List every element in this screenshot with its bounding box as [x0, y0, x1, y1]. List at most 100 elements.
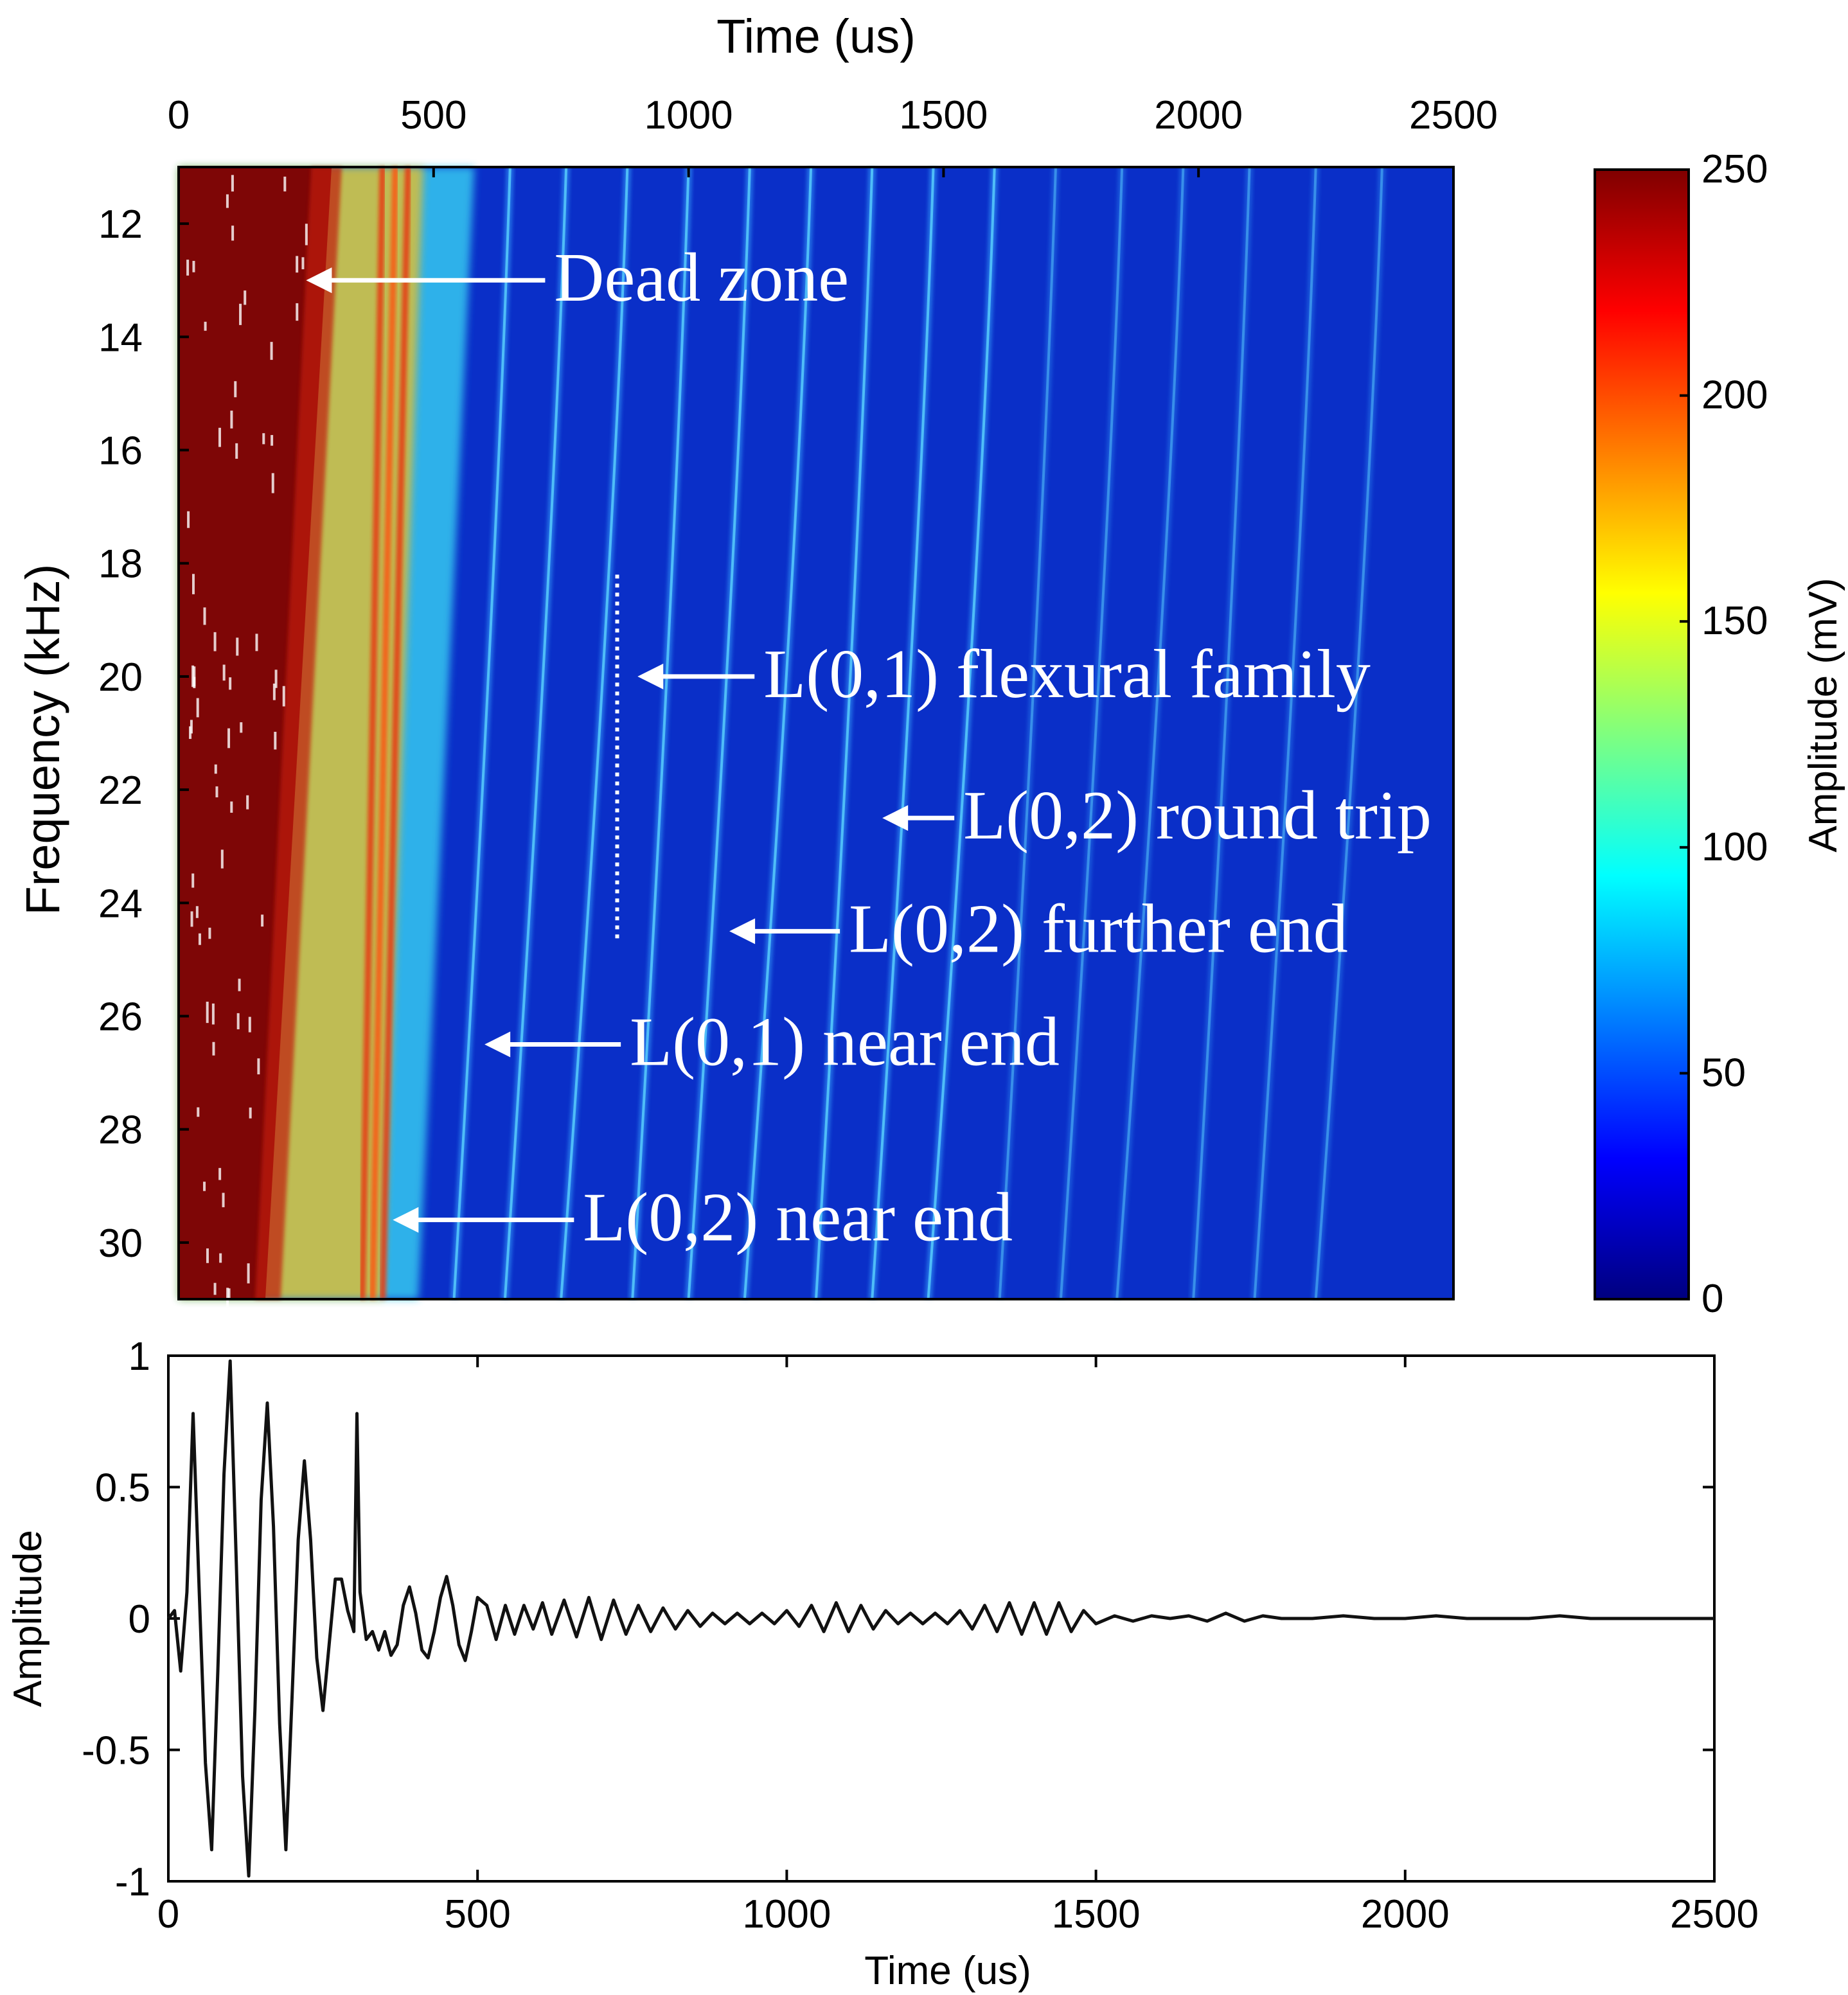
colorbar-tick-label: 250 — [1701, 147, 1768, 191]
speckle — [191, 574, 195, 594]
speckle — [215, 786, 218, 797]
speckle — [227, 1288, 231, 1300]
speckle — [271, 473, 274, 493]
colorbar-tick-label: 0 — [1701, 1277, 1723, 1321]
speckle — [195, 906, 199, 918]
heatmap-frame — [177, 166, 1455, 1300]
heatmap-x-tick-label: 2000 — [1154, 93, 1243, 137]
speckle — [226, 1288, 229, 1308]
line-y-tick-label: -1 — [115, 1860, 150, 1904]
line-x-tick-label: 1500 — [1052, 1892, 1141, 1937]
flexural-band-core — [927, 166, 996, 1300]
speckle — [212, 1042, 215, 1056]
flexural-band-core — [560, 166, 629, 1300]
speckle — [218, 1167, 222, 1180]
speckle — [204, 321, 207, 331]
line-plot-y-axis-label: Amplitude — [6, 1530, 50, 1707]
annotation: L(0,2) further end — [729, 891, 1348, 967]
dead-zone-region — [179, 167, 332, 1299]
speckle — [296, 303, 299, 321]
speckle — [238, 979, 241, 991]
speckle — [211, 1003, 215, 1025]
annotation-label: L(0,1) flexural family — [763, 636, 1371, 713]
speckle — [187, 511, 190, 528]
colorbar: 0 50 100 150 200 250 Amplitude (mV) — [1594, 147, 1845, 1321]
speckle — [235, 443, 238, 459]
speckle — [305, 224, 308, 245]
speckle — [196, 698, 199, 718]
flexural-band-core — [631, 166, 690, 1300]
speckle — [247, 1263, 250, 1284]
line-x-tick-label: 0 — [157, 1892, 179, 1937]
speckle — [236, 1013, 240, 1029]
speckle — [213, 1282, 217, 1295]
annotation-label: L(0,2) round trip — [963, 777, 1432, 854]
speckle — [230, 801, 233, 813]
heatmap-x-tick-label: 1500 — [899, 93, 988, 137]
speckle — [198, 933, 201, 945]
heatmap-x-tick-label: 500 — [400, 93, 466, 137]
speckle — [244, 290, 247, 305]
heatmap-x-tick-label: 1000 — [644, 93, 733, 137]
line-plot-x-ticks: 0 500 1000 1500 2000 2500 — [157, 1356, 1759, 1937]
speckle — [249, 1107, 252, 1119]
speckle — [261, 914, 264, 927]
speckle — [240, 722, 243, 733]
colorbar-scale — [1594, 168, 1690, 1300]
flexural-band-core — [871, 166, 935, 1300]
speckle — [206, 1002, 209, 1024]
heatmap-annotations: Dead zone L(0,1) flexural family L(0,2) ro… — [306, 240, 1432, 1256]
annotation: Dead zone — [306, 240, 849, 316]
line-x-tick-label: 2000 — [1361, 1892, 1450, 1937]
flexural-band-core — [815, 166, 874, 1300]
speckle — [236, 637, 239, 656]
speckle — [190, 720, 193, 734]
flexural-band-core — [452, 166, 511, 1300]
annotation-arrow-head — [306, 267, 332, 294]
line-x-tick-label: 2500 — [1670, 1892, 1759, 1937]
flexural-band-core — [1314, 166, 1383, 1300]
heatmap-y-tick-label: 30 — [98, 1221, 143, 1266]
heatmap-y-tick-label: 16 — [98, 429, 143, 474]
annotation-arrow-head — [393, 1207, 419, 1233]
flexural-band-core — [503, 166, 568, 1300]
flexural-band-core — [998, 166, 1057, 1300]
speckle — [274, 669, 278, 688]
annotation: L(0,1) near end — [484, 1004, 1060, 1081]
heatmap-y-tick-label: 14 — [98, 315, 143, 360]
near-end-stripe — [379, 166, 412, 1300]
speckle — [257, 1058, 260, 1075]
speckle — [191, 665, 195, 687]
speckle — [271, 435, 274, 446]
speckle — [270, 342, 273, 360]
colorbar-tick-label: 100 — [1701, 825, 1768, 869]
speckle — [219, 1253, 222, 1263]
flexural-band-core — [1115, 166, 1185, 1300]
near-end-stripe — [359, 166, 386, 1300]
flexural-bands — [450, 166, 1386, 1300]
speckle — [231, 226, 235, 241]
colorbar-tick-label: 50 — [1701, 1051, 1746, 1095]
annotation: L(0,2) near end — [393, 1180, 1013, 1256]
speckle — [282, 686, 285, 707]
speckle — [197, 1107, 200, 1117]
heatmap-y-tick-label: 26 — [98, 995, 143, 1040]
heatmap-y-axis-label: Frequency (kHz) — [16, 564, 69, 916]
speckle — [274, 731, 277, 750]
colorbar-tick-label: 200 — [1701, 373, 1768, 418]
speckle — [296, 256, 299, 273]
heatmap-x-axis-label: Time (us) — [716, 10, 916, 63]
heatmap-y-tick-label: 24 — [98, 882, 143, 926]
speckle — [193, 666, 196, 689]
annotation-label: L(0,1) near end — [630, 1004, 1060, 1081]
signal-line-plot: 0 500 1000 1500 2000 2500 1 0.5 0 -0.5 -1 Time (u… — [6, 1334, 1759, 1993]
annotation-arrow-head — [637, 663, 664, 689]
heatmap-y-tick-label: 28 — [98, 1108, 143, 1153]
line-plot-x-axis-label: Time (us) — [864, 1949, 1031, 1993]
speckle — [229, 677, 232, 690]
heatmap-y-ticks: 12 14 16 18 20 22 24 26 28 30 — [98, 202, 189, 1266]
speckle — [248, 1016, 251, 1033]
heatmap-y-tick-label: 18 — [98, 542, 143, 587]
annotation-arrow-head — [484, 1031, 511, 1058]
